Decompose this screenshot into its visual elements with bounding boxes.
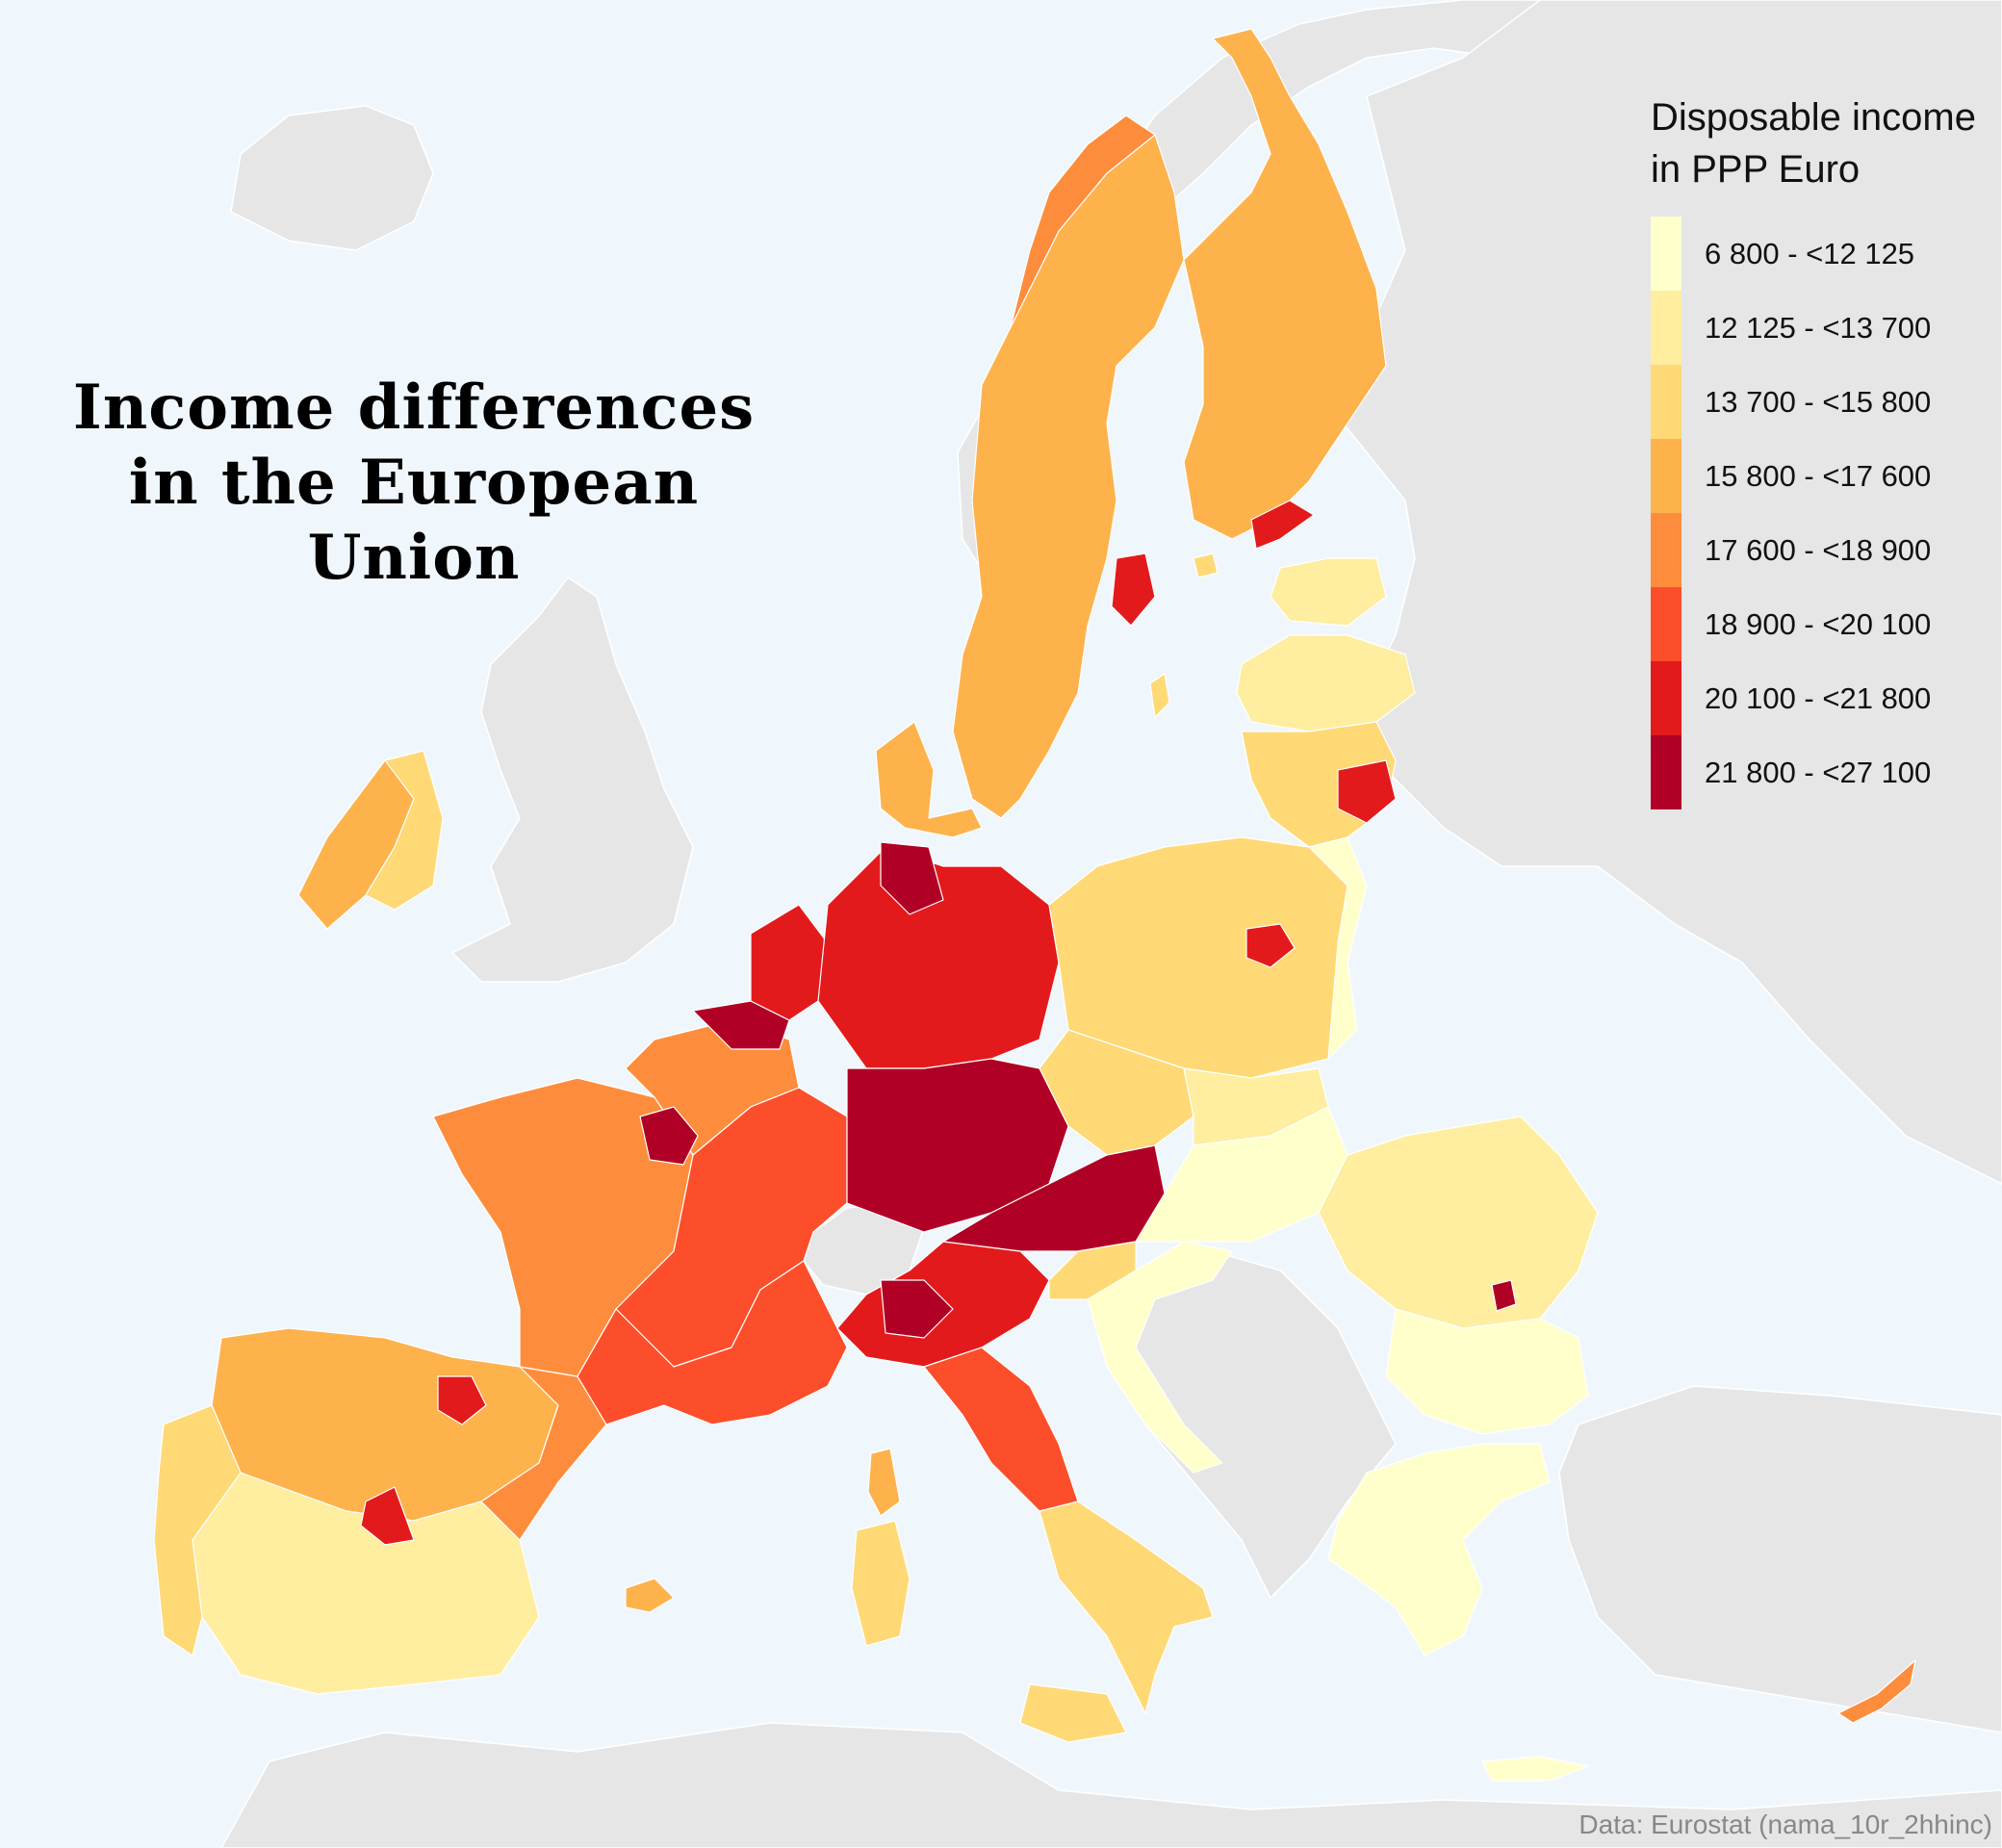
region-ile-de-france <box>639 1106 699 1166</box>
region-netherlands <box>750 904 829 1021</box>
region-ireland-east <box>365 750 444 911</box>
region-stockholm <box>1111 552 1156 627</box>
region-corsica <box>867 1448 901 1517</box>
region-balearic <box>625 1578 675 1613</box>
region-warsaw <box>1245 923 1296 968</box>
region-finland <box>1183 28 1387 540</box>
region-belgium <box>692 1000 790 1050</box>
legend-label: 18 900 - <20 100 <box>1705 606 1932 641</box>
legend-title-line2: in PPP Euro <box>1651 148 1861 191</box>
data-source: Data: Eurostat (nama_10r_2hhinc) <box>1578 1810 1992 1839</box>
legend-item: 12 125 - <13 700 <box>1651 291 1978 365</box>
region-greece <box>1327 1443 1551 1656</box>
legend-item: 20 100 - <21 800 <box>1651 661 1978 735</box>
region-hamburg <box>880 841 944 915</box>
region-cyprus <box>1837 1659 1916 1724</box>
legend-swatch <box>1651 217 1681 291</box>
legend-item: 6 800 - <12 125 <box>1651 217 1978 291</box>
map-title: Income differences in the European Union <box>72 372 756 594</box>
legend-item: 13 700 - <15 800 <box>1651 365 1978 439</box>
region-lombardy <box>880 1279 954 1339</box>
legend-label: 15 800 - <17 600 <box>1705 458 1932 493</box>
region-vilnius <box>1337 759 1397 824</box>
legend-label: 13 700 - <15 800 <box>1705 384 1932 419</box>
region-basque <box>437 1375 487 1425</box>
legend-items: 6 800 - <12 125 12 125 - <13 700 13 700 - … <box>1651 217 1978 809</box>
legend-label: 20 100 - <21 800 <box>1705 680 1932 715</box>
legend: Disposable income in PPP Euro 6 800 - <1… <box>1651 91 1978 809</box>
region-portugal <box>153 1404 242 1656</box>
region-sweden-north <box>1010 115 1156 328</box>
legend-label: 12 125 - <13 700 <box>1705 310 1932 345</box>
iceland-land <box>230 105 434 251</box>
region-estonia <box>1270 557 1387 627</box>
legend-label: 17 600 - <18 900 <box>1705 532 1932 567</box>
legend-swatch <box>1651 661 1681 735</box>
legend-title-line1: Disposable income <box>1651 96 1976 139</box>
region-poland-east <box>1308 836 1368 1060</box>
legend-item: 18 900 - <20 100 <box>1651 587 1978 661</box>
eu-regions <box>153 28 1916 1782</box>
region-bulgaria <box>1385 1308 1589 1435</box>
region-madrid <box>360 1486 415 1546</box>
region-france-south <box>577 1260 848 1425</box>
region-gotland <box>1149 673 1170 718</box>
legend-swatch <box>1651 513 1681 587</box>
region-denmark <box>875 721 983 838</box>
legend-swatch <box>1651 365 1681 439</box>
legend-swatch <box>1651 735 1681 809</box>
turkey-land <box>1558 1385 2002 1733</box>
legend-swatch <box>1651 439 1681 513</box>
balkans-land <box>1125 1250 1397 1600</box>
region-crete <box>1481 1756 1589 1782</box>
legend-item: 21 800 - <27 100 <box>1651 735 1978 809</box>
legend-label: 21 800 - <27 100 <box>1705 755 1932 789</box>
north-africa-land <box>220 1722 2002 1848</box>
region-italy-south <box>1039 1501 1214 1714</box>
region-italy-centre <box>923 1347 1079 1512</box>
legend-label: 6 800 - <12 125 <box>1705 236 1915 270</box>
region-sicily <box>1019 1683 1127 1743</box>
region-croatia <box>1087 1241 1233 1474</box>
region-sardinia <box>851 1520 911 1647</box>
legend-swatch <box>1651 587 1681 661</box>
region-bucharest <box>1491 1279 1517 1312</box>
legend-item: 17 600 - <18 900 <box>1651 513 1978 587</box>
region-sweden <box>952 134 1185 819</box>
legend-swatch <box>1651 291 1681 365</box>
region-helsinki <box>1250 500 1315 550</box>
region-romania <box>1318 1116 1599 1329</box>
legend-item: 15 800 - <17 600 <box>1651 439 1978 513</box>
great-britain-land <box>450 576 694 983</box>
region-aland <box>1193 552 1219 578</box>
region-latvia <box>1236 634 1416 732</box>
